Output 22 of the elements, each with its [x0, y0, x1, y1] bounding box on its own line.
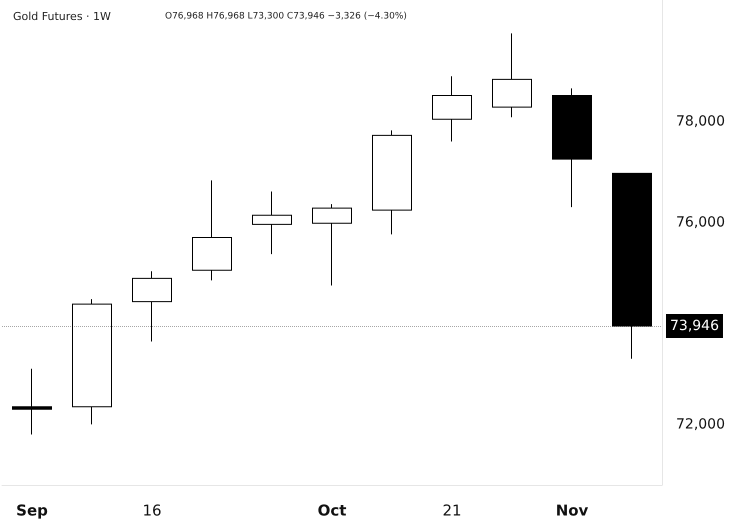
x-tick-label: 21: [442, 502, 462, 520]
candlestick: [252, 190, 292, 255]
candlestick: [132, 270, 172, 342]
candlestick: [372, 130, 412, 235]
text: O76,968 H76,968 L73,300 C73,946 −3,326 (−4.30%): [165, 12, 407, 22]
candlestick: [72, 298, 112, 425]
candlestick: [432, 76, 472, 142]
x-tick-label: Sep: [16, 502, 48, 520]
y-tick-label: 72,000: [676, 416, 725, 432]
x-tick-label: Nov: [556, 502, 589, 520]
x-tick-label: 16: [142, 502, 162, 520]
ref-line-label: 73,946: [670, 318, 720, 334]
x-tick-label: Oct: [318, 502, 346, 520]
y-tick-label: 78,000: [676, 113, 725, 130]
text: Gold Futures · 1W: [13, 10, 112, 23]
candlestick: [312, 204, 352, 286]
y-tick-label: 76,000: [676, 214, 725, 230]
candlestick: [552, 88, 592, 208]
candlestick: [192, 180, 232, 281]
candlestick: [612, 172, 652, 360]
candlestick: [492, 32, 532, 118]
candlestick: [12, 368, 52, 435]
